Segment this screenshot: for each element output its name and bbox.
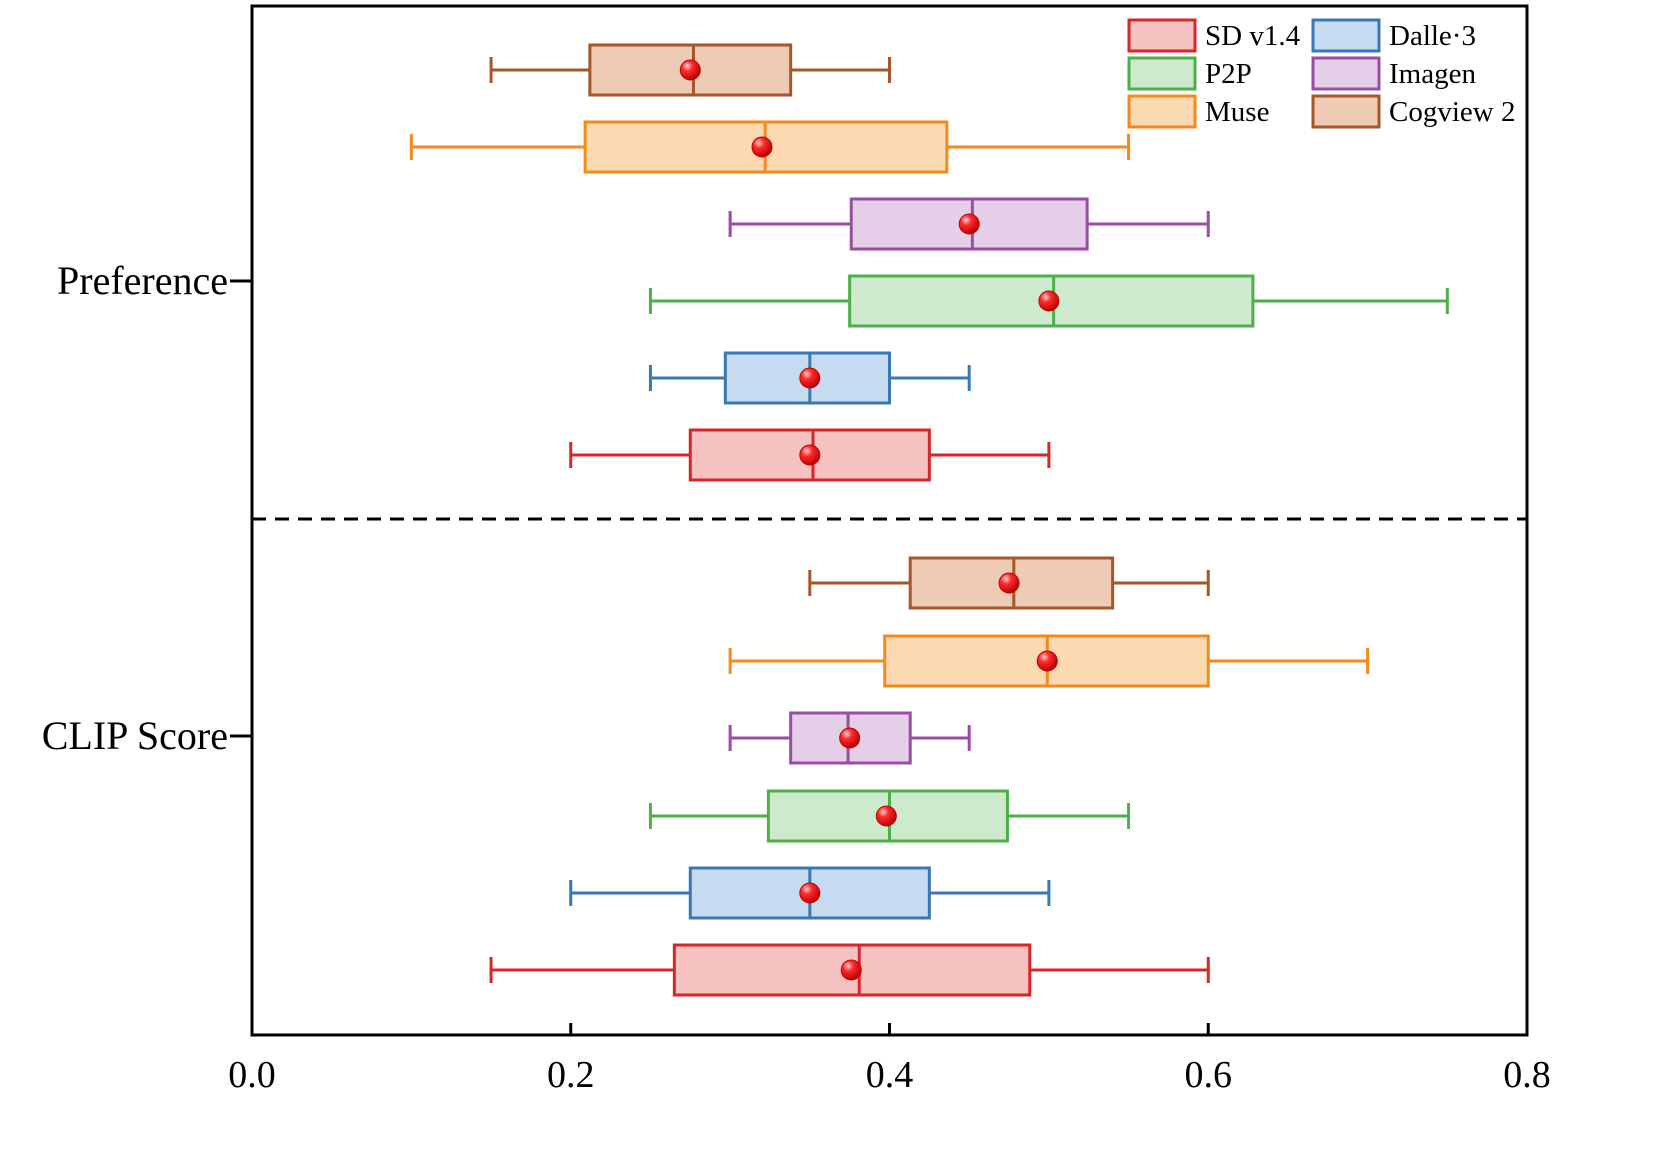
box-clip-score-muse — [728, 634, 1370, 688]
legend: SD v1.4 Dalle·3 P2P Imagen Muse Cogview 2 — [1127, 18, 1515, 129]
mean-marker — [958, 213, 980, 235]
legend-item-muse: Muse — [1127, 94, 1269, 129]
box-preference-cogview-2 — [489, 43, 891, 97]
x-tick-label: 0.0 — [228, 1054, 276, 1096]
legend-item-imagen: Imagen — [1311, 56, 1476, 91]
legend-label: Dalle·3 — [1389, 20, 1476, 52]
x-tick-label: 0.6 — [1185, 1054, 1233, 1096]
legend-label: SD v1.4 — [1205, 20, 1301, 52]
mean-marker — [799, 444, 821, 466]
box-preference-p2p — [648, 274, 1449, 328]
x-tick-label: 0.2 — [547, 1054, 595, 1096]
mean-marker — [799, 367, 821, 389]
legend-item-cogview-2: Cogview 2 — [1311, 94, 1515, 129]
box-preference-sd-v1-4 — [569, 428, 1051, 482]
legend-label: Muse — [1205, 96, 1269, 128]
mean-marker — [840, 959, 862, 981]
x-tick-label: 0.4 — [866, 1054, 914, 1096]
legend-swatch — [1127, 18, 1197, 53]
box-clip-score-sd-v1-4 — [489, 943, 1210, 997]
box-clip-score-dalle-3 — [569, 866, 1051, 920]
mean-marker — [1038, 290, 1060, 312]
legend-swatch — [1127, 56, 1197, 91]
box-preference-muse — [409, 120, 1131, 174]
legend-swatch — [1311, 94, 1381, 129]
box-preference-imagen — [728, 197, 1210, 251]
legend-label: P2P — [1205, 58, 1252, 90]
mean-marker — [1036, 650, 1058, 672]
legend-swatch — [1311, 56, 1381, 91]
legend-item-sd-v1-4: SD v1.4 — [1127, 18, 1301, 53]
legend-item-p2p: P2P — [1127, 56, 1252, 91]
mean-marker — [799, 882, 821, 904]
mean-marker — [679, 59, 701, 81]
mean-marker — [751, 136, 773, 158]
box-clip-score-p2p — [648, 789, 1131, 843]
y-category-label: CLIP Score — [42, 713, 228, 758]
legend-item-dalle-3: Dalle·3 — [1311, 18, 1476, 53]
y-category-label: Preference — [57, 258, 228, 303]
x-tick-label: 0.8 — [1503, 1054, 1551, 1096]
iqr-box — [789, 711, 912, 765]
x-axis: 0.0 0.2 0.4 0.6 0.8 Preference CLIP Score — [42, 4, 1551, 1096]
box-clip-score-cogview-2 — [808, 556, 1210, 610]
mean-marker — [875, 805, 897, 827]
mean-marker — [998, 572, 1020, 594]
box-preference-dalle-3 — [648, 351, 971, 405]
mean-marker — [839, 727, 861, 749]
legend-label: Cogview 2 — [1389, 96, 1515, 128]
legend-swatch — [1127, 94, 1197, 129]
box-clip-score-imagen — [728, 711, 971, 765]
legend-label: Imagen — [1389, 58, 1476, 90]
legend-swatch — [1311, 18, 1381, 53]
plot-area — [252, 43, 1527, 997]
